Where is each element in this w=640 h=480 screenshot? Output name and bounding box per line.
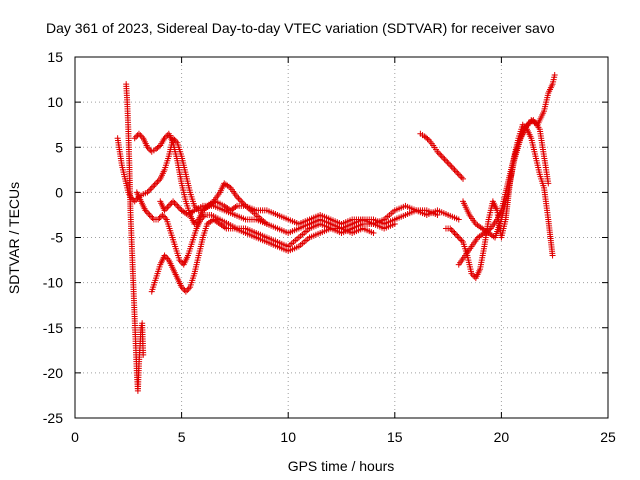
- y-tick-label: -15: [43, 320, 63, 336]
- data-point: [444, 159, 451, 166]
- data-point: [164, 204, 171, 211]
- data-point: [448, 163, 455, 170]
- data-point: [148, 184, 155, 191]
- data-point: [133, 133, 140, 140]
- series-spike: [123, 81, 147, 394]
- data-point: [167, 201, 174, 208]
- data-point: [149, 214, 156, 221]
- data-point: [177, 205, 184, 212]
- data-point: [182, 288, 189, 295]
- data-point: [450, 165, 457, 172]
- data-point: [151, 181, 158, 188]
- x-tick-label: 25: [600, 429, 616, 445]
- data-point: [451, 166, 458, 173]
- data-point: [435, 150, 442, 157]
- data-point: [137, 132, 144, 139]
- series-t8: [455, 72, 558, 268]
- data-point: [445, 160, 452, 167]
- data-point: [451, 229, 458, 236]
- data-point: [148, 213, 155, 220]
- plot-frame: [74, 56, 609, 419]
- data-point: [175, 204, 182, 211]
- data-point: [172, 201, 179, 208]
- data-point: [457, 236, 464, 243]
- data-point: [145, 210, 152, 217]
- x-tick-label: 0: [71, 429, 79, 445]
- data-point: [171, 199, 178, 206]
- data-point: [156, 214, 163, 221]
- x-axis-label: GPS time / hours: [288, 458, 395, 474]
- y-axis-label: SDTVAR / TECUs: [6, 182, 22, 294]
- data-point: [235, 195, 242, 202]
- chart-title: Day 361 of 2023, Sidereal Day-to-day VTE…: [46, 20, 555, 36]
- data-point: [442, 157, 449, 164]
- y-tick-label: 10: [47, 94, 63, 110]
- data-point: [441, 156, 448, 163]
- series-t7: [442, 121, 556, 282]
- x-tick-label: 15: [387, 429, 403, 445]
- data-point: [424, 135, 431, 142]
- y-tick-label: 15: [47, 49, 63, 65]
- data-point: [184, 287, 191, 294]
- data-point: [135, 130, 142, 137]
- x-tick-label: 20: [494, 429, 510, 445]
- data-point: [447, 162, 454, 169]
- axis-ticks: 0 5 10 15 20 25 15 10 5 0 -5 -10 -15 -20 -25: [43, 49, 616, 445]
- data-point: [150, 183, 157, 190]
- y-tick-label: -25: [43, 410, 63, 426]
- y-tick-label: -10: [43, 275, 63, 291]
- data-point: [370, 229, 377, 236]
- y-tick-label: 0: [55, 184, 63, 200]
- data-point: [551, 72, 558, 79]
- data-point: [440, 154, 447, 161]
- data-point: [174, 202, 181, 209]
- data-point: [236, 196, 243, 203]
- series-t3: [133, 189, 398, 268]
- data-point: [448, 226, 455, 233]
- y-tick-label: -5: [51, 230, 64, 246]
- data-point: [165, 202, 172, 209]
- data-point: [455, 234, 462, 241]
- data-point: [153, 180, 160, 187]
- y-tick-label: -20: [43, 365, 63, 381]
- grid-lines: [75, 57, 608, 418]
- series-t9: [460, 117, 552, 241]
- data-point: [450, 228, 457, 235]
- x-tick-label: 5: [178, 429, 186, 445]
- data-point: [454, 232, 461, 239]
- data-point: [460, 175, 467, 182]
- data-point: [454, 169, 461, 176]
- data-point: [437, 151, 444, 158]
- data-point: [170, 198, 177, 205]
- data-point: [457, 172, 464, 179]
- data-point: [545, 180, 552, 187]
- data-point: [155, 143, 162, 150]
- y-tick-label: 5: [55, 139, 63, 155]
- data-points: [114, 72, 558, 394]
- x-tick-label: 10: [280, 429, 296, 445]
- data-point: [434, 211, 441, 218]
- data-point: [146, 211, 153, 218]
- series-t6: [417, 130, 467, 182]
- data-point: [458, 174, 465, 181]
- data-point: [140, 351, 147, 358]
- series-t5: [157, 198, 270, 227]
- data-point: [455, 171, 462, 178]
- data-point: [452, 168, 459, 175]
- data-point: [455, 216, 462, 223]
- data-point: [154, 178, 161, 185]
- data-point: [147, 186, 154, 193]
- data-point: [438, 153, 445, 160]
- data-point: [239, 199, 246, 206]
- data-point: [452, 231, 459, 238]
- data-point: [131, 135, 138, 142]
- data-point: [549, 252, 556, 259]
- data-point: [160, 213, 167, 220]
- data-point: [391, 220, 398, 227]
- data-point: [263, 220, 270, 227]
- series-t4: [148, 216, 377, 295]
- series-t2: [131, 130, 441, 236]
